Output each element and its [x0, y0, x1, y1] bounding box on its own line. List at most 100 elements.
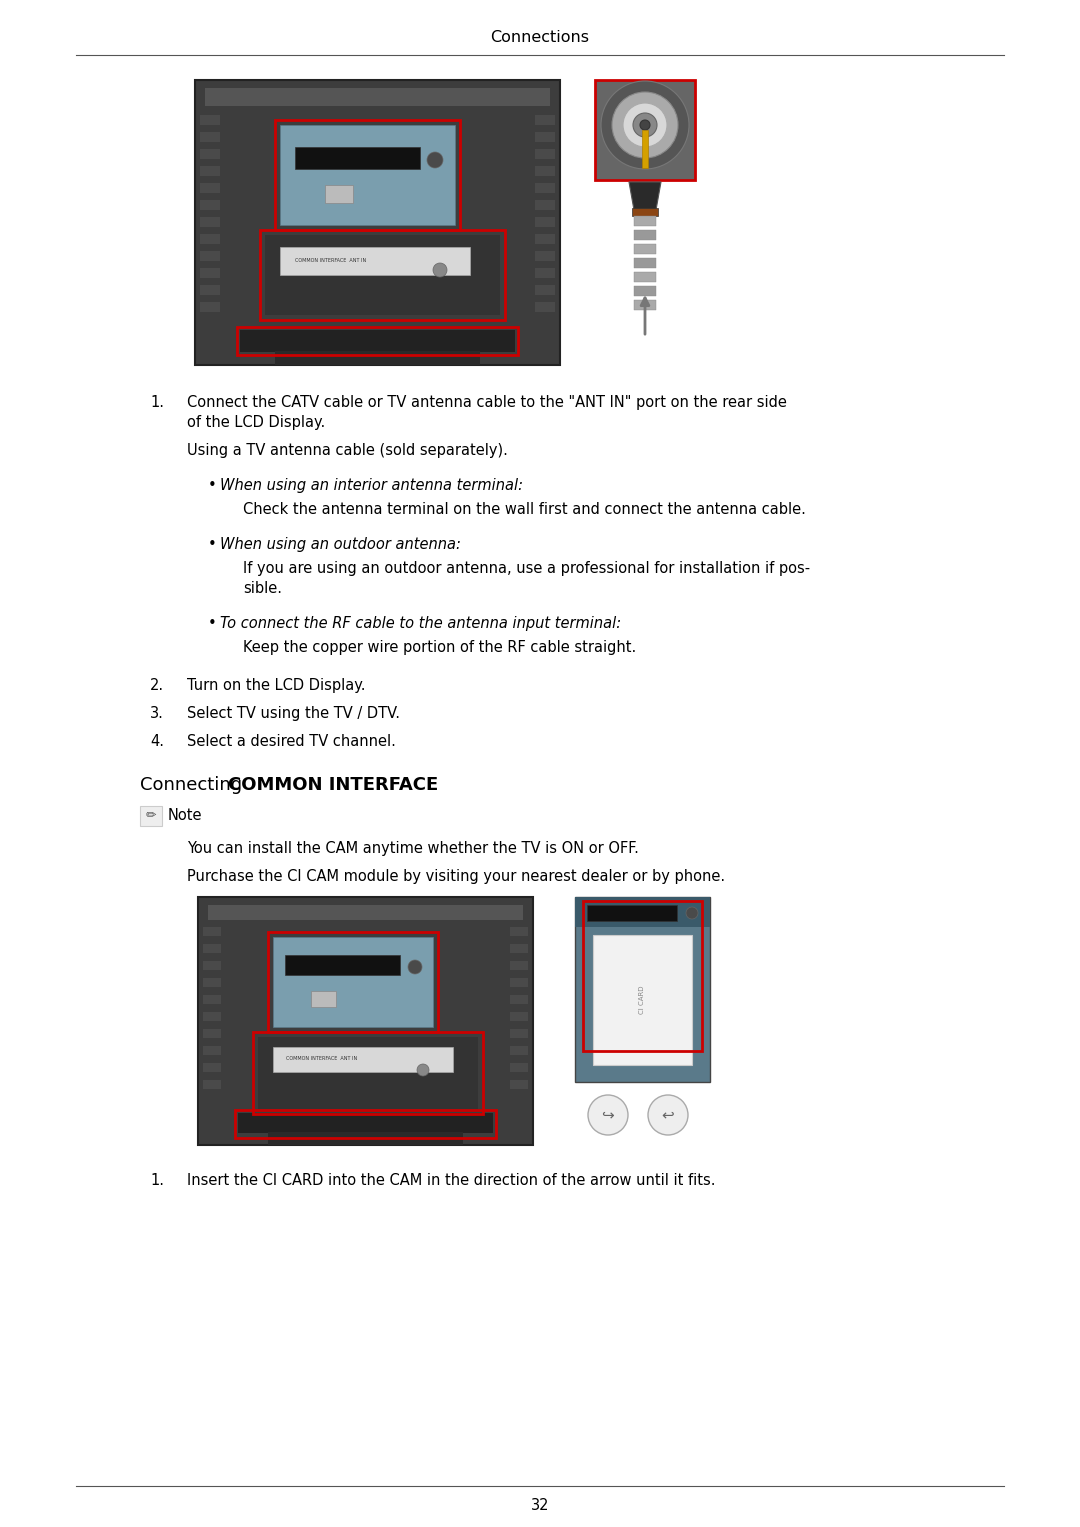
Bar [200, 150, 220, 159]
Bar [203, 996, 221, 1003]
Bar [510, 927, 528, 936]
Text: Connecting: Connecting [140, 776, 248, 794]
Bar [260, 231, 505, 321]
Bar [200, 115, 220, 125]
Text: •: • [208, 538, 217, 551]
Bar [510, 996, 528, 1003]
Text: Using a TV antenna cable (sold separately).: Using a TV antenna cable (sold separatel… [187, 443, 508, 458]
Bar [535, 183, 555, 192]
Bar [273, 1048, 453, 1072]
Text: •: • [208, 478, 217, 493]
Bar [535, 250, 555, 261]
Bar [595, 79, 696, 180]
Bar [634, 231, 656, 240]
Bar [200, 183, 220, 192]
Circle shape [588, 1095, 627, 1135]
Text: Purchase the CI CAM module by visiting your nearest dealer or by phone.: Purchase the CI CAM module by visiting y… [187, 869, 725, 884]
Text: 32: 32 [530, 1498, 550, 1513]
Bar [268, 931, 438, 1032]
Circle shape [433, 263, 447, 276]
Bar [632, 208, 658, 215]
Polygon shape [629, 182, 661, 211]
Bar [200, 250, 220, 261]
Text: If you are using an outdoor antenna, use a professional for installation if pos-: If you are using an outdoor antenna, use… [243, 560, 810, 576]
Bar [203, 960, 221, 970]
Bar [535, 234, 555, 244]
Bar [535, 150, 555, 159]
Text: ✏: ✏ [146, 809, 157, 823]
Text: Select TV using the TV / DTV.: Select TV using the TV / DTV. [187, 705, 400, 721]
Bar [510, 960, 528, 970]
Text: COMMON INTERFACE  ANT IN: COMMON INTERFACE ANT IN [295, 258, 366, 264]
Bar [510, 1012, 528, 1022]
Bar [203, 1063, 221, 1072]
Bar [535, 131, 555, 142]
Bar [535, 200, 555, 211]
Bar [273, 938, 433, 1028]
Text: Connections: Connections [490, 31, 590, 46]
Text: Note: Note [168, 808, 203, 823]
Text: When using an outdoor antenna:: When using an outdoor antenna: [220, 538, 461, 551]
Bar [203, 977, 221, 986]
Circle shape [612, 92, 678, 157]
Bar [311, 991, 336, 1006]
Bar [535, 217, 555, 228]
Bar [200, 166, 220, 176]
Circle shape [648, 1095, 688, 1135]
Bar [203, 944, 221, 953]
Text: •: • [208, 615, 217, 631]
Bar [588, 906, 677, 921]
Bar [535, 115, 555, 125]
Bar [325, 185, 353, 203]
Bar [280, 247, 470, 275]
Bar [203, 1012, 221, 1022]
Text: Turn on the LCD Display.: Turn on the LCD Display. [187, 678, 365, 693]
Text: COMMON INTERFACE: COMMON INTERFACE [228, 776, 438, 794]
Bar [200, 131, 220, 142]
Text: 3.: 3. [150, 705, 164, 721]
Bar [510, 1063, 528, 1072]
Text: CI CARD: CI CARD [639, 986, 645, 1014]
Bar [275, 121, 460, 231]
Bar [510, 1080, 528, 1089]
Text: of the LCD Display.: of the LCD Display. [187, 415, 325, 431]
Circle shape [427, 153, 443, 168]
Bar [642, 130, 648, 168]
Text: ↪: ↪ [602, 1107, 615, 1122]
Bar [510, 977, 528, 986]
Bar [593, 935, 692, 1064]
Bar [203, 927, 221, 936]
Text: 2.: 2. [150, 678, 164, 693]
Text: COMMON INTERFACE  ANT IN: COMMON INTERFACE ANT IN [286, 1057, 357, 1061]
Bar [253, 1032, 483, 1115]
Circle shape [623, 102, 667, 147]
Circle shape [600, 81, 689, 169]
Bar [200, 200, 220, 211]
Bar [238, 1113, 492, 1133]
Bar [237, 327, 518, 354]
Bar [200, 269, 220, 278]
Text: To connect the RF cable to the antenna input terminal:: To connect the RF cable to the antenna i… [220, 615, 621, 631]
Bar [575, 896, 710, 1083]
Bar [265, 235, 500, 315]
Bar [535, 269, 555, 278]
Bar [510, 1029, 528, 1038]
Text: Insert the CI CARD into the CAM in the direction of the arrow until it fits.: Insert the CI CARD into the CAM in the d… [187, 1173, 715, 1188]
Bar [583, 901, 702, 1051]
Bar [535, 166, 555, 176]
Circle shape [417, 1064, 429, 1077]
Text: Keep the copper wire portion of the RF cable straight.: Keep the copper wire portion of the RF c… [243, 640, 636, 655]
Bar [285, 954, 400, 976]
Circle shape [640, 121, 650, 130]
Bar [240, 330, 515, 353]
Bar [295, 147, 420, 169]
Bar [280, 125, 455, 224]
Bar [535, 286, 555, 295]
Text: Connect the CATV cable or TV antenna cable to the "ANT IN" port on the rear side: Connect the CATV cable or TV antenna cab… [187, 395, 787, 411]
Text: 4.: 4. [150, 734, 164, 750]
Text: Check the antenna terminal on the wall first and connect the antenna cable.: Check the antenna terminal on the wall f… [243, 502, 806, 518]
Bar [200, 217, 220, 228]
Circle shape [408, 960, 422, 974]
Bar [235, 1110, 496, 1138]
Bar [205, 89, 550, 105]
